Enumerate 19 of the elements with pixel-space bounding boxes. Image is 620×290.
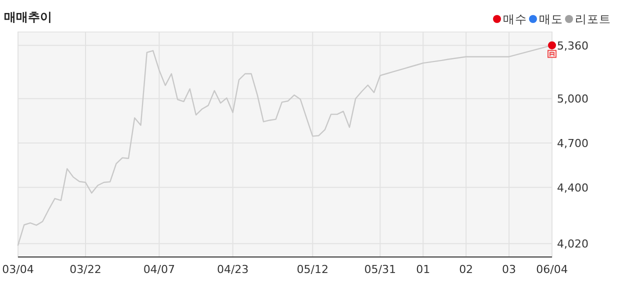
legend-label: 매수 [503, 12, 527, 26]
x-tick-label: 01 [416, 263, 430, 276]
y-tick-label: 5,000 [557, 92, 588, 106]
y-tick-label: 4,020 [557, 238, 588, 251]
x-tick-label: 05/31 [364, 263, 396, 276]
x-tick-label: 06/04 [536, 263, 568, 276]
x-tick-label: 02 [459, 263, 474, 276]
legend-label: 매도 [539, 12, 563, 26]
x-tick-label: 04/23 [216, 263, 249, 276]
x-tick-label: 03/22 [70, 263, 102, 276]
chart-title: 매매추이 [4, 10, 52, 24]
x-tick-label: 03 [502, 263, 516, 276]
y-tick-label: 4,400 [557, 181, 588, 194]
x-tick-label: 04/07 [143, 263, 176, 276]
y-tick-label: 5,360 [557, 39, 588, 52]
legend-label: 리포트 [575, 12, 611, 26]
x-tick-label: 03/04 [2, 263, 34, 276]
x-tick-label: 05/12 [296, 263, 328, 276]
y-tick-label: 4,700 [557, 137, 588, 150]
